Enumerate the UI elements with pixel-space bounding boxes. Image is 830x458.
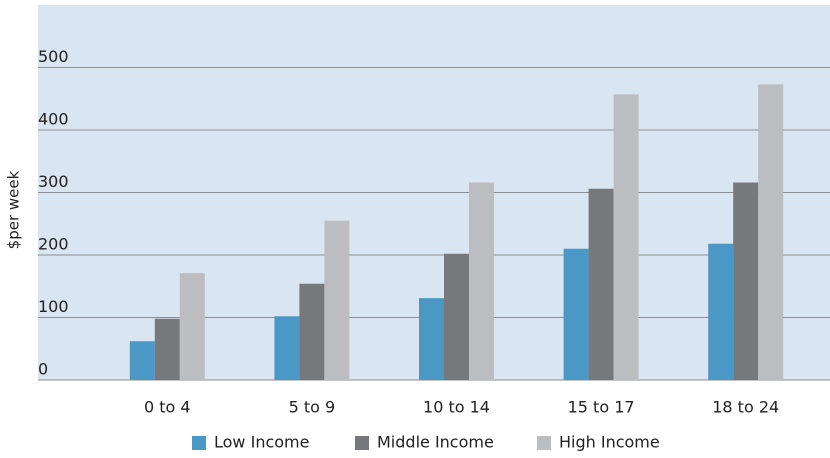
bar [708, 243, 734, 380]
bar [733, 182, 759, 380]
y-tick-label: 100 [38, 297, 69, 316]
y-axis-label: $per week [5, 170, 23, 249]
bar [758, 84, 784, 380]
x-tick-label: 15 to 17 [568, 398, 635, 417]
bar [324, 220, 350, 380]
bar [129, 341, 155, 380]
x-tick-label: 18 to 24 [712, 398, 779, 417]
y-tick-label: 0 [38, 360, 48, 379]
bar [563, 248, 589, 380]
bar [419, 298, 444, 380]
bar [444, 253, 469, 380]
y-tick-label: 400 [38, 110, 69, 129]
legend-label: Middle Income [377, 433, 494, 452]
y-tick-label: 300 [38, 172, 69, 191]
y-tick-label: 500 [38, 47, 69, 66]
bar [613, 94, 639, 380]
y-tick-label: 200 [38, 235, 69, 254]
bar [179, 273, 205, 380]
bar [274, 316, 300, 380]
x-tick-label: 10 to 14 [423, 398, 490, 417]
x-tick-label: 0 to 4 [144, 398, 191, 417]
legend-label: High Income [559, 433, 660, 452]
bar [469, 182, 494, 380]
legend-swatch [192, 436, 206, 450]
legend-swatch [355, 436, 369, 450]
x-tick-label: 5 to 9 [289, 398, 336, 417]
bar [299, 283, 325, 380]
legend-label: Low Income [214, 433, 309, 452]
bar [588, 188, 614, 380]
legend-swatch [537, 436, 551, 450]
bar [154, 318, 180, 380]
